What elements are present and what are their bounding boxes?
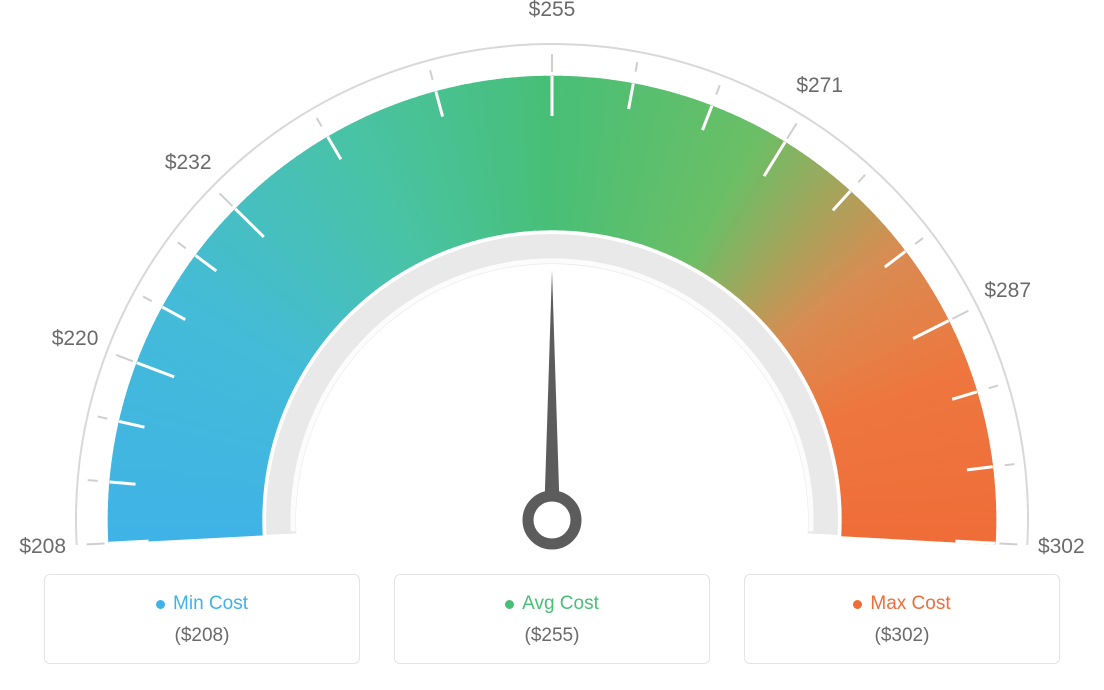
legend-max-label: Max Cost xyxy=(870,593,950,615)
legend-max-dot xyxy=(853,600,862,609)
gauge-tick-label: $287 xyxy=(984,279,1031,303)
legend-min-label: Min Cost xyxy=(173,593,248,615)
legend-min-dot xyxy=(156,600,165,609)
legend-max-top: Max Cost xyxy=(755,593,1049,615)
legend-min-value: ($208) xyxy=(55,625,349,647)
gauge-svg xyxy=(0,0,1104,560)
gauge-tick-label: $208 xyxy=(19,535,66,559)
gauge-tick-label: $302 xyxy=(1038,535,1085,559)
legend-avg-value: ($255) xyxy=(405,625,699,647)
gauge-tick-label: $232 xyxy=(165,151,212,175)
gauge-needle-hub xyxy=(528,496,576,544)
legend-avg-label: Avg Cost xyxy=(522,593,599,615)
gauge-tick-label: $271 xyxy=(796,74,843,98)
legend-row: Min Cost ($208) Avg Cost ($255) Max Cost… xyxy=(44,574,1060,664)
legend-max-box: Max Cost ($302) xyxy=(744,574,1060,664)
gauge-needle xyxy=(544,270,560,520)
legend-avg-dot xyxy=(505,600,514,609)
legend-min-top: Min Cost xyxy=(55,593,349,615)
legend-max-value: ($302) xyxy=(755,625,1049,647)
cost-gauge-chart: $208 $220 $232 $255 $271 $287 $302 xyxy=(0,0,1104,560)
gauge-tick-label: $220 xyxy=(52,327,99,351)
legend-min-box: Min Cost ($208) xyxy=(44,574,360,664)
legend-avg-top: Avg Cost xyxy=(405,593,699,615)
gauge-tick-label: $255 xyxy=(529,0,576,22)
legend-avg-box: Avg Cost ($255) xyxy=(394,574,710,664)
